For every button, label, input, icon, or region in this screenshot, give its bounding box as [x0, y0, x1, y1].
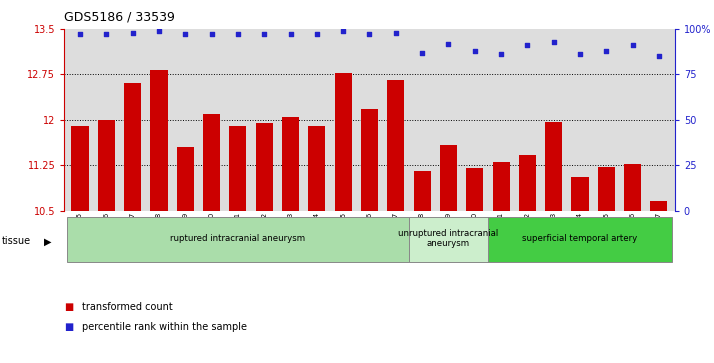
Point: [574, 52, 585, 57]
Text: tissue: tissue: [2, 236, 31, 246]
Point: [338, 28, 349, 34]
FancyBboxPatch shape: [488, 217, 672, 262]
Bar: [413, 171, 431, 211]
Bar: [124, 83, 141, 211]
Point: [390, 30, 401, 36]
Text: transformed count: transformed count: [82, 302, 173, 312]
Point: [206, 32, 217, 37]
Text: unruptured intracranial
aneurysm: unruptured intracranial aneurysm: [398, 229, 498, 248]
Text: percentile rank within the sample: percentile rank within the sample: [82, 322, 247, 332]
Bar: [203, 114, 220, 211]
Text: GDS5186 / 33539: GDS5186 / 33539: [64, 11, 175, 24]
Point: [232, 32, 243, 37]
Point: [258, 32, 270, 37]
Bar: [71, 126, 89, 211]
Bar: [335, 73, 352, 211]
Text: superficial temporal artery: superficial temporal artery: [523, 234, 638, 243]
Bar: [256, 123, 273, 211]
Bar: [387, 81, 404, 211]
Bar: [282, 117, 299, 211]
Bar: [650, 201, 668, 211]
Bar: [466, 168, 483, 211]
Point: [101, 32, 112, 37]
Point: [496, 52, 507, 57]
Bar: [308, 126, 326, 211]
Point: [127, 30, 139, 36]
Bar: [440, 145, 457, 211]
Bar: [545, 122, 562, 211]
Bar: [361, 109, 378, 211]
Point: [363, 32, 376, 37]
Point: [154, 28, 165, 34]
Point: [311, 32, 323, 37]
Bar: [598, 167, 615, 211]
Point: [416, 50, 428, 56]
FancyBboxPatch shape: [409, 217, 488, 262]
Text: ruptured intracranial aneurysm: ruptured intracranial aneurysm: [171, 234, 306, 243]
Point: [285, 32, 296, 37]
Point: [600, 48, 612, 54]
Bar: [151, 70, 168, 211]
Point: [522, 42, 533, 48]
Text: ■: ■: [64, 302, 74, 312]
Point: [627, 42, 638, 48]
Point: [653, 53, 665, 59]
Bar: [98, 120, 115, 211]
Bar: [177, 147, 194, 211]
Bar: [493, 162, 510, 211]
Bar: [571, 177, 588, 211]
Point: [548, 39, 559, 45]
Bar: [519, 155, 536, 211]
Bar: [229, 126, 246, 211]
Point: [443, 41, 454, 46]
FancyBboxPatch shape: [67, 217, 409, 262]
Text: ▶: ▶: [44, 236, 52, 246]
Text: ■: ■: [64, 322, 74, 332]
Bar: [624, 164, 641, 211]
Point: [469, 48, 481, 54]
Point: [180, 32, 191, 37]
Point: [74, 32, 86, 37]
